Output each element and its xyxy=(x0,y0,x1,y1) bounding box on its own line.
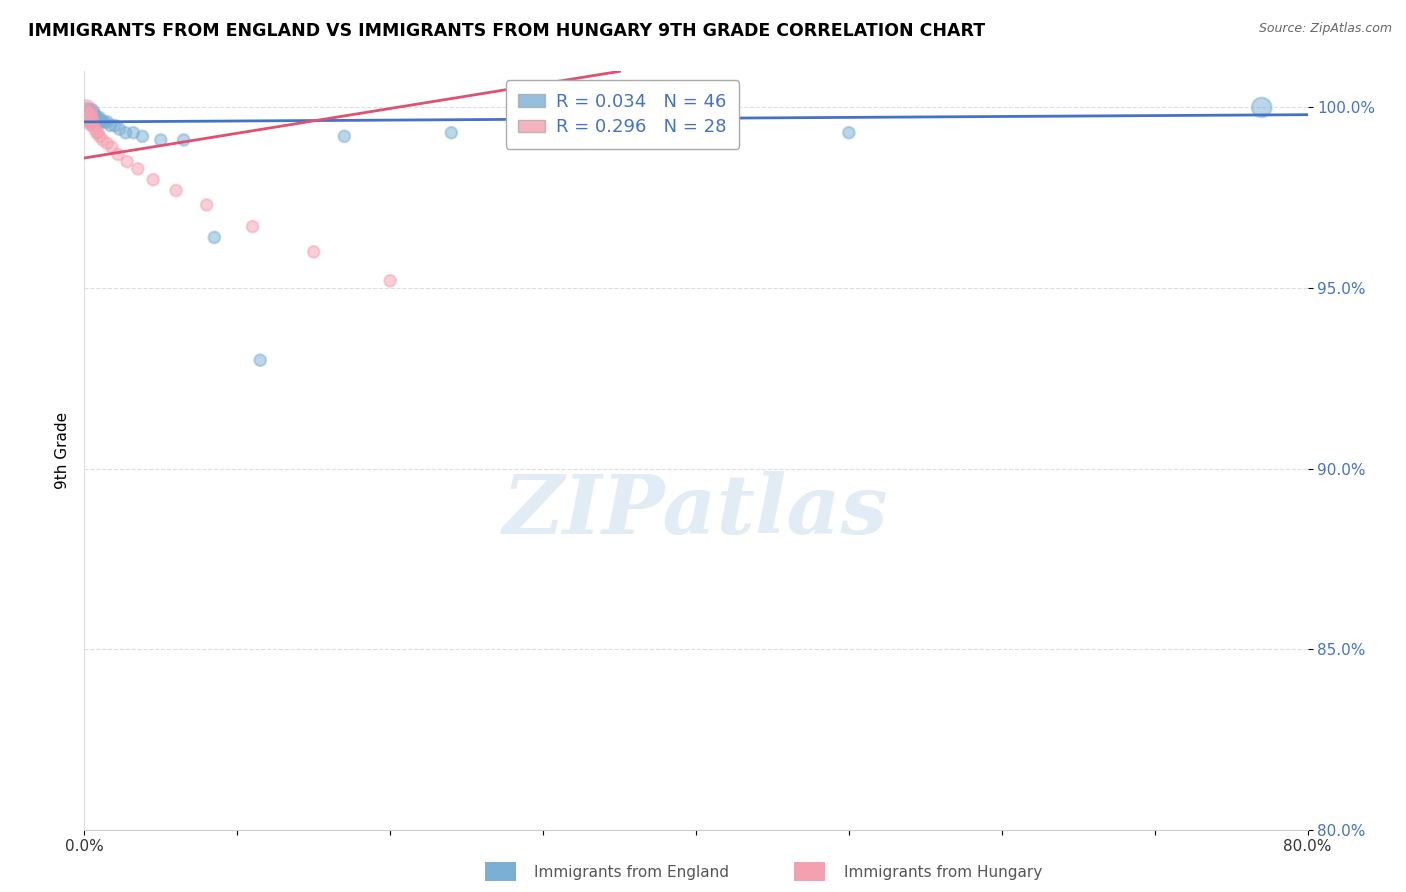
Point xyxy=(80,112,103,126)
Point xyxy=(83,108,105,122)
Point xyxy=(90,115,112,129)
Point xyxy=(142,172,165,186)
Point xyxy=(104,119,127,133)
Point xyxy=(76,108,98,122)
Point xyxy=(80,115,103,129)
Point xyxy=(173,133,195,147)
Text: Immigrants from England: Immigrants from England xyxy=(534,865,730,880)
Text: IMMIGRANTS FROM ENGLAND VS IMMIGRANTS FROM HUNGARY 9TH GRADE CORRELATION CHART: IMMIGRANTS FROM ENGLAND VS IMMIGRANTS FR… xyxy=(28,22,986,40)
Point xyxy=(84,108,107,122)
Text: ZIPatlas: ZIPatlas xyxy=(503,471,889,551)
Point xyxy=(107,147,129,161)
Point xyxy=(76,112,98,126)
Point xyxy=(115,154,138,169)
Point xyxy=(77,108,100,122)
Point xyxy=(80,119,103,133)
Point xyxy=(77,108,100,122)
Point xyxy=(249,353,271,368)
Text: Immigrants from Hungary: Immigrants from Hungary xyxy=(844,865,1042,880)
Point xyxy=(98,119,121,133)
Point xyxy=(101,140,124,154)
Point xyxy=(91,115,114,129)
Point xyxy=(77,104,100,119)
Point xyxy=(131,129,153,144)
Point xyxy=(96,115,118,129)
Point xyxy=(89,129,111,144)
Legend: R = 0.034   N = 46, R = 0.296   N = 28: R = 0.034 N = 46, R = 0.296 N = 28 xyxy=(506,80,740,149)
Point xyxy=(1250,100,1272,114)
Point xyxy=(89,115,111,129)
Point xyxy=(75,112,97,126)
Point xyxy=(80,112,103,126)
Point xyxy=(333,129,356,144)
Point xyxy=(75,104,97,119)
Point xyxy=(75,108,97,122)
Point xyxy=(75,104,97,119)
Point xyxy=(87,112,110,126)
Point xyxy=(202,230,225,244)
Point xyxy=(77,115,100,129)
Point xyxy=(79,112,101,126)
Point xyxy=(87,126,110,140)
Point xyxy=(302,244,325,259)
Point xyxy=(80,104,103,119)
Point xyxy=(76,108,98,122)
Point xyxy=(79,108,101,122)
Point xyxy=(79,104,101,119)
Point xyxy=(83,119,105,133)
Point xyxy=(75,112,97,126)
Point xyxy=(80,108,103,122)
Point xyxy=(89,112,111,126)
Point xyxy=(127,161,149,176)
Point xyxy=(114,126,136,140)
Point xyxy=(76,115,98,129)
Point xyxy=(242,219,264,234)
Point xyxy=(149,133,172,147)
Point xyxy=(75,104,97,119)
Point xyxy=(91,133,114,147)
Point xyxy=(108,122,131,136)
Point xyxy=(79,119,101,133)
Point xyxy=(84,112,107,126)
Point xyxy=(93,115,115,129)
Point xyxy=(838,126,860,140)
Point xyxy=(79,112,101,126)
Point xyxy=(165,184,187,198)
Point xyxy=(96,136,118,151)
Point xyxy=(593,126,616,140)
Point xyxy=(380,274,402,288)
Point xyxy=(122,126,145,140)
Point xyxy=(195,198,218,212)
Point xyxy=(77,115,100,129)
Point xyxy=(83,112,105,126)
Point xyxy=(440,126,463,140)
Point xyxy=(86,112,108,126)
Text: Source: ZipAtlas.com: Source: ZipAtlas.com xyxy=(1258,22,1392,36)
Point xyxy=(86,115,108,129)
Point xyxy=(84,122,107,136)
Point xyxy=(75,104,97,119)
Point xyxy=(86,126,108,140)
Y-axis label: 9th Grade: 9th Grade xyxy=(55,412,70,489)
Point xyxy=(76,104,98,119)
Point xyxy=(77,112,100,126)
